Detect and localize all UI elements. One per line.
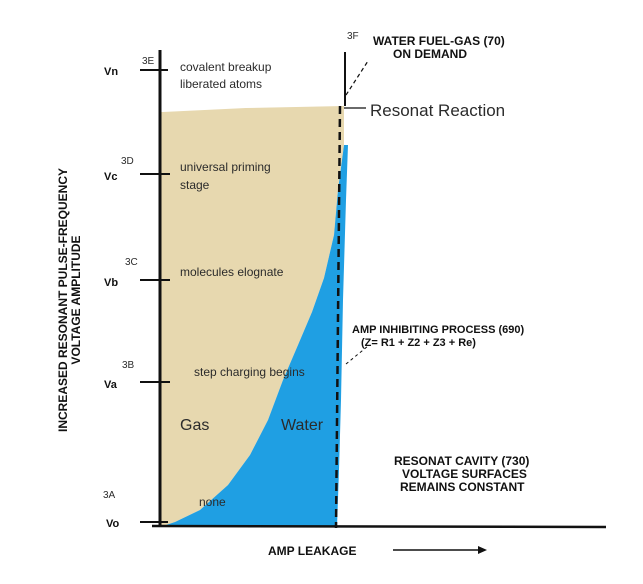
annotation-3d-line2: stage (180, 178, 210, 192)
y-axis-label-line1: INCREASED RESONANT PULSE-FREQUENCY (56, 168, 70, 432)
annotation-3c: molecules elognate (180, 265, 284, 279)
level-label-vn: Vn (104, 66, 118, 78)
inhibiting-note-line1: AMP INHIBITING PROCESS (690) (352, 324, 524, 336)
level-label-vb: Vb (104, 277, 118, 289)
level-label-va: Va (104, 379, 118, 391)
inhibiting-leader (345, 345, 369, 365)
fuel-gas-note-line1: WATER FUEL-GAS (70) (373, 34, 505, 48)
cavity-note-line3: REMAINS CONSTANT (400, 480, 525, 494)
cavity-note-line1: RESONAT CAVITY (730) (394, 454, 529, 468)
annotation-3a: none (199, 495, 226, 509)
level-code-3b: 3B (122, 360, 135, 371)
gas-label: Gas (180, 417, 209, 434)
cavity-note-line2: VOLTAGE SURFACES (402, 467, 527, 481)
level-code-3e: 3E (142, 56, 155, 67)
fuel-gas-leader (345, 60, 369, 96)
resonat-reaction-label: Resonat Reaction (370, 101, 505, 120)
x-axis-arrowhead (478, 546, 487, 554)
fuel-gas-note-line2: ON DEMAND (393, 47, 467, 61)
y-axis-label-line2: VOLTAGE AMPLITUDE (69, 235, 83, 364)
x-axis (151, 524, 607, 529)
level-code-3d: 3D (121, 156, 134, 167)
annotation-3d-line1: universal priming (180, 160, 271, 174)
annotation-3b: step charging begins (194, 365, 305, 379)
right-wall-code-3f: 3F (347, 31, 359, 42)
water-region (160, 145, 348, 527)
gas-region (160, 106, 344, 527)
level-label-vo: Vo (106, 518, 120, 530)
annotation-3e-line2: liberated atoms (180, 77, 262, 91)
level-code-3a: 3A (103, 490, 116, 501)
inhibiting-note-line2: (Z= R1 + Z2 + Z3 + Re) (361, 337, 476, 349)
annotation-3e-line1: covalent breakup (180, 60, 272, 74)
water-label: Water (281, 417, 324, 434)
x-axis-label: AMP LEAKAGE (268, 544, 356, 558)
level-label-vc: Vc (104, 171, 117, 183)
level-code-3c: 3C (125, 257, 138, 268)
right-wall-dashed (334, 105, 342, 529)
